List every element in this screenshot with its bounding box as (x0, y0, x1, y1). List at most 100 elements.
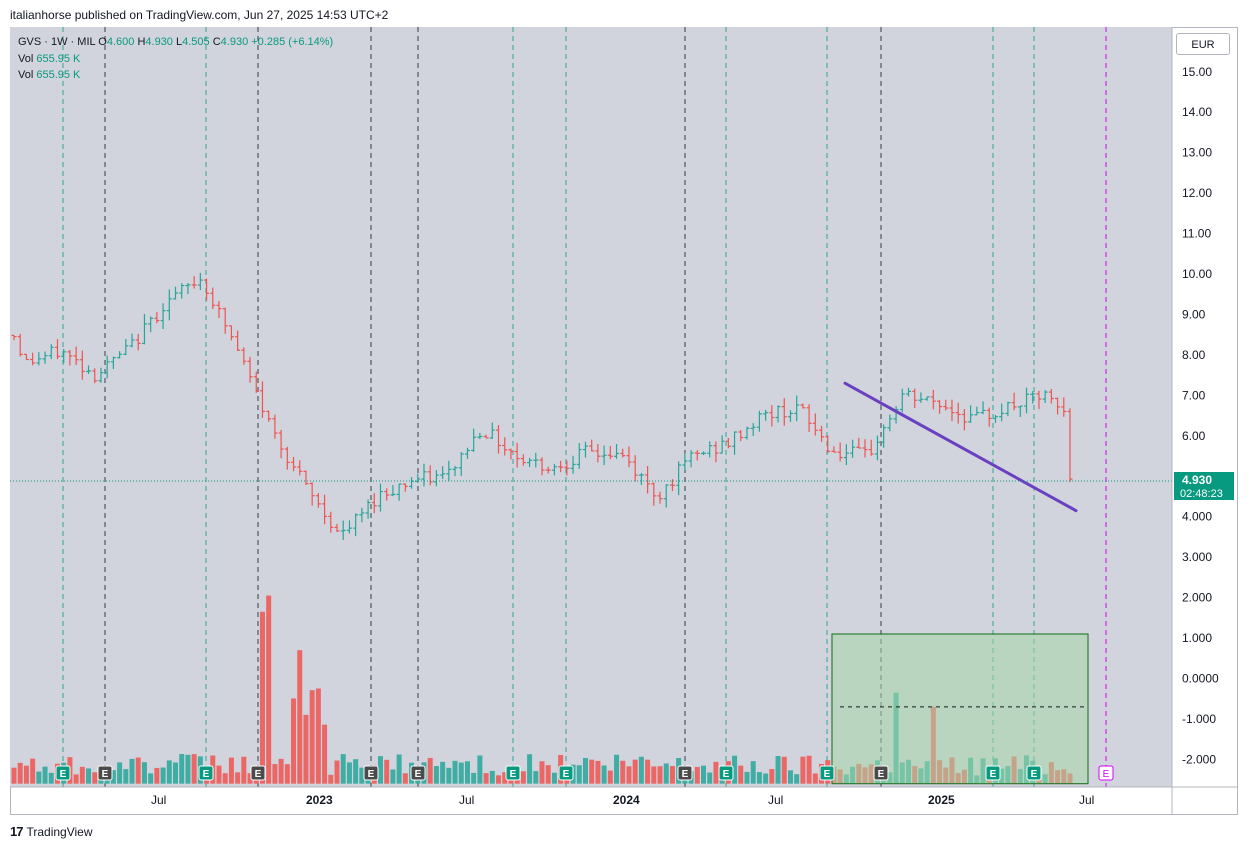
ohlc-bar (197, 272, 203, 291)
ohlc-bar (638, 472, 644, 485)
time-scale[interactable]: Jul 2023 Jul 2024 Jul 2025 Jul (151, 793, 1094, 807)
chart-canvas[interactable]: E E E E E E E E E E E E E E E 15.00 14.00 13.00 12.00 11.0… (10, 27, 1238, 815)
volume-value: 655.95 K (36, 53, 81, 65)
volume-bar (396, 754, 402, 784)
volume-bar (694, 766, 700, 784)
ohlc-bar (999, 403, 1005, 422)
currency-button[interactable]: EUR (1176, 33, 1230, 55)
svg-text:E: E (368, 769, 375, 780)
earnings-marker-icon[interactable]: E (718, 765, 734, 781)
svg-text:E: E (990, 769, 997, 780)
volume-bar (458, 762, 464, 784)
price-bars (11, 272, 1073, 540)
ohlc-bar (1042, 390, 1048, 403)
ohlc-bar (446, 460, 452, 481)
ohlc-bar (1055, 397, 1061, 415)
svg-text:E: E (723, 769, 730, 780)
ohlc-bar (148, 316, 154, 333)
volume-bar (582, 758, 588, 784)
volume-bar (464, 761, 470, 784)
volume-bar (353, 759, 359, 784)
ohlc-bar (601, 445, 607, 466)
ohlc-bar (284, 446, 290, 470)
ohlc-bar (235, 330, 241, 351)
price-tick-label: 6.00 (1182, 429, 1206, 443)
volume-bar (402, 773, 408, 784)
ohlc-bar (259, 381, 265, 418)
volume-bar (645, 759, 651, 784)
volume-bar (744, 771, 750, 784)
low-value: 4.505 (182, 36, 210, 48)
ohlc-bar (477, 432, 483, 440)
earnings-marker-icon[interactable]: E (250, 765, 266, 781)
ohlc-bar (614, 443, 620, 459)
ohlc-bar (756, 410, 762, 432)
trendline[interactable] (843, 381, 1078, 513)
earnings-marker-icon[interactable]: E (819, 765, 835, 781)
volume-bar (284, 764, 290, 784)
ohlc-bar (458, 452, 464, 476)
ohlc-bar (589, 439, 595, 452)
earnings-marker-icon[interactable]: E (985, 765, 1001, 781)
time-tick-label: Jul (1079, 793, 1094, 807)
price-tick-label: 13.00 (1182, 146, 1212, 160)
ohlc-bar (1024, 387, 1030, 414)
volume-bar (135, 757, 141, 784)
earnings-marker-icon[interactable]: E (873, 765, 889, 781)
price-tick-label: 11.00 (1182, 227, 1211, 241)
ohlc-bar (1011, 392, 1017, 411)
ohlc-bar (800, 403, 806, 409)
earnings-marker-icon[interactable]: E (677, 765, 693, 781)
earnings-marker-icon[interactable]: E (410, 765, 426, 781)
volume-bar (42, 766, 48, 784)
ohlc-bar (464, 447, 470, 459)
volume-bar (92, 772, 98, 784)
ohlc-bar (483, 434, 489, 439)
earnings-marker-icon[interactable]: E (55, 765, 71, 781)
volume-bar (496, 775, 502, 784)
volume-bar (79, 766, 85, 784)
volume-bar (185, 754, 191, 784)
ohlc-bar (968, 405, 974, 423)
ohlc-bar (707, 441, 713, 458)
ohlc-bar (986, 407, 992, 427)
ohlc-bar (912, 388, 918, 409)
ohlc-bar (496, 425, 502, 454)
ohlc-bar (36, 352, 42, 366)
earnings-marker-icon[interactable]: E (363, 765, 379, 781)
volume-bar (620, 760, 626, 784)
earnings-marker-icon[interactable]: E (505, 765, 521, 781)
ohlc-bar (117, 351, 123, 359)
ohlc-bar (750, 423, 756, 436)
earnings-marker-icon[interactable]: E (558, 765, 574, 781)
ohlc-bar (937, 400, 943, 414)
ohlc-bar (1005, 401, 1011, 417)
price-tick-label: 8.00 (1182, 348, 1206, 362)
highlight-rectangle[interactable] (831, 633, 1089, 785)
volume-bar (576, 765, 582, 784)
footer[interactable]: 17 TradingView (10, 824, 93, 839)
earnings-marker-icon[interactable]: E (97, 765, 113, 781)
volume-bar (377, 756, 383, 784)
volume-bar (86, 768, 92, 784)
volume-bar (297, 650, 303, 784)
svg-text:E: E (415, 769, 422, 780)
future-earnings-marker-icon[interactable]: E (1098, 765, 1114, 781)
ohlc-bar (123, 338, 129, 356)
ohlc-bar (129, 333, 135, 348)
volume-bar (322, 724, 328, 784)
time-tick-label: 2024 (613, 793, 640, 807)
volume-bar (601, 765, 607, 784)
ohlc-bar (595, 444, 601, 463)
ohlc-bar (961, 409, 967, 431)
volume-bar (235, 772, 241, 784)
earnings-marker-icon[interactable]: E (198, 765, 214, 781)
ohlc-bar (558, 460, 564, 473)
ohlc-bar (1017, 405, 1023, 417)
ohlc-bar (775, 405, 781, 423)
earnings-marker-icon[interactable]: E (1026, 765, 1042, 781)
ohlc-bar (309, 482, 315, 506)
ohlc-bar (980, 401, 986, 415)
price-scale[interactable]: 15.00 14.00 13.00 12.00 11.00 10.00 9.00 8.00 7.… (1182, 65, 1219, 767)
